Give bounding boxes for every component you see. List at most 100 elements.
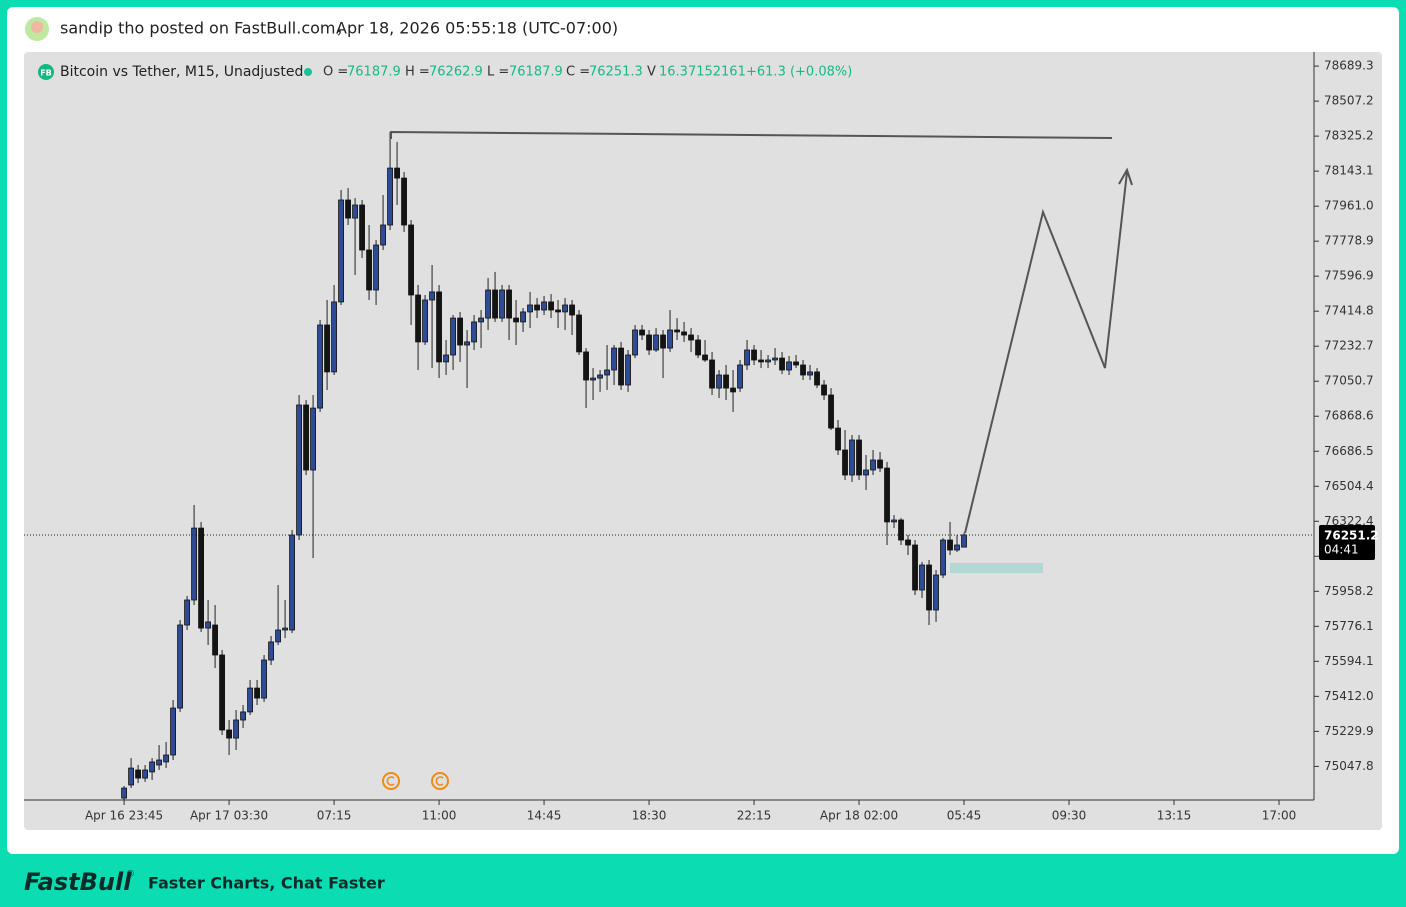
avatar-face — [31, 21, 43, 33]
candle-body — [163, 754, 169, 763]
event-icon-mark — [386, 776, 395, 786]
candle-body — [485, 289, 491, 319]
event-icon-mark — [435, 776, 444, 786]
legend-change: +61.3 (+0.08%) — [746, 65, 852, 80]
y-tick-label: 77232.7 — [1324, 339, 1374, 353]
projection-path — [964, 171, 1128, 534]
x-tick-label: Apr 17 03:30 — [190, 809, 268, 823]
x-tick-label: Apr 16 23:45 — [85, 809, 163, 823]
candle-body — [716, 374, 722, 389]
candle-body — [646, 334, 652, 351]
y-tick-label: 75594.1 — [1324, 654, 1374, 668]
candle-body — [268, 641, 274, 661]
candle-body — [835, 427, 841, 451]
x-tick-label: 05:45 — [947, 809, 982, 823]
candle-body — [828, 394, 834, 429]
candle-body — [667, 329, 673, 349]
y-tick-label: 77961.0 — [1324, 199, 1374, 213]
legend-value: 76251.3 — [589, 65, 643, 80]
candle-body — [849, 439, 855, 476]
candle-body — [688, 334, 694, 341]
legend-label: V — [647, 65, 656, 80]
legend-value: 76262.9 — [429, 65, 483, 80]
candle-body — [632, 329, 638, 356]
candle-body — [723, 374, 729, 389]
legend-label: O = — [323, 65, 348, 80]
candle-body — [520, 311, 526, 323]
candle-body — [492, 289, 498, 319]
timestamp: Apr 18, 2026 05:55:18 (UTC-07:00) — [336, 19, 618, 38]
y-tick-label: 75047.8 — [1324, 759, 1374, 773]
x-tick-label: 09:30 — [1052, 809, 1087, 823]
candle-body — [702, 354, 708, 361]
candle-body — [926, 564, 932, 611]
y-tick-label: 75412.0 — [1324, 689, 1374, 703]
legend-label: L = — [487, 65, 509, 80]
candle-body — [233, 719, 239, 739]
candle-body — [674, 329, 680, 333]
candle-body — [793, 361, 799, 366]
candle-body — [548, 301, 554, 311]
candle-body — [583, 351, 589, 381]
candle-body — [625, 354, 631, 386]
zone — [950, 563, 1043, 573]
candle-body — [450, 317, 456, 356]
y-tick-label: 75229.9 — [1324, 724, 1374, 738]
candle-body — [387, 167, 393, 226]
candle-body — [681, 331, 687, 336]
candle-body — [142, 769, 148, 779]
y-tick-label: 76504.4 — [1324, 479, 1374, 493]
x-tick-label: 07:15 — [317, 809, 352, 823]
candle-body — [758, 359, 764, 363]
candle-body — [912, 544, 918, 591]
candle-body — [807, 371, 813, 376]
y-tick-label: 76868.6 — [1324, 409, 1374, 423]
chart-title: Bitcoin vs Tether, M15, Unadjusted — [60, 64, 303, 80]
candle-body — [604, 369, 610, 376]
candle-body — [730, 387, 736, 393]
candle-body — [513, 317, 519, 323]
trend-line — [390, 130, 1113, 139]
candle-body — [562, 304, 568, 313]
candle-body — [751, 349, 757, 361]
candle-body — [170, 707, 176, 756]
candle-body — [149, 761, 155, 773]
legend-value: 76187.9 — [509, 65, 563, 80]
y-tick-label: 77414.8 — [1324, 304, 1374, 318]
candle-body — [254, 687, 260, 699]
candle-body — [961, 534, 967, 548]
tagline: Faster Charts, Chat Faster — [148, 874, 385, 893]
price-label-box — [1319, 524, 1375, 560]
candle-body — [366, 249, 372, 291]
symbol-icon — [38, 64, 54, 80]
candle-body — [205, 621, 211, 629]
candle-body — [401, 177, 407, 226]
x-tick-label: 13:15 — [1157, 809, 1192, 823]
candle-body — [212, 624, 218, 656]
candle-body — [695, 339, 701, 356]
candle-body — [954, 544, 960, 551]
candle-body — [296, 404, 302, 536]
candle-body — [478, 317, 484, 323]
y-tick-label: 77596.9 — [1324, 269, 1374, 283]
candle-body — [240, 711, 246, 721]
candle-body — [800, 364, 806, 376]
x-tick-label: 11:00 — [422, 809, 457, 823]
candle-body — [947, 539, 953, 551]
x-tick-label: 14:45 — [527, 809, 562, 823]
candle-body — [905, 539, 911, 546]
x-tick-label: 18:30 — [632, 809, 667, 823]
candle-body — [226, 729, 232, 739]
candle-body — [821, 384, 827, 396]
x-tick-label: 22:15 — [737, 809, 772, 823]
candle-body — [380, 224, 386, 246]
candle-body — [317, 324, 323, 409]
candle-body — [324, 324, 330, 373]
candle-body — [471, 321, 477, 343]
brand: FastBull — [24, 868, 132, 896]
candle-body — [555, 309, 561, 313]
chart-panel — [24, 52, 1382, 830]
countdown: 04:41 — [1324, 542, 1359, 556]
candle-body — [415, 294, 421, 343]
